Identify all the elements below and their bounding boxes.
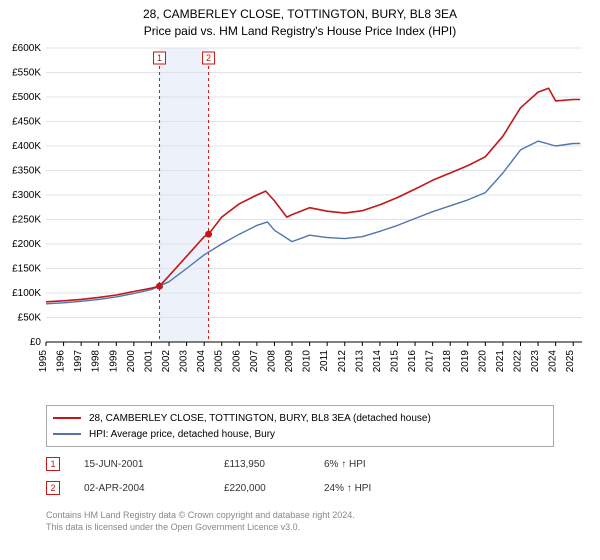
- svg-text:2009: 2009: [284, 350, 295, 373]
- sale-row-1: 2 02-APR-2004 £220,000 24% ↑ HPI: [46, 476, 444, 500]
- chart-canvas: £0 £50K £100K £150K £200K £250K £300K £350K £400…: [0, 42, 600, 392]
- svg-text:1997: 1997: [73, 350, 84, 373]
- svg-text:£200K: £200K: [12, 239, 41, 250]
- chart-title-block: 28, CAMBERLEY CLOSE, TOTTINGTON, BURY, B…: [0, 0, 600, 40]
- title-line-2: Price paid vs. HM Land Registry's House …: [0, 23, 600, 40]
- sale-date-0: 15-JUN-2001: [84, 459, 224, 470]
- svg-text:£150K: £150K: [12, 264, 41, 275]
- legend-swatch-0: [53, 417, 81, 419]
- legend-label-0: 28, CAMBERLEY CLOSE, TOTTINGTON, BURY, B…: [89, 413, 431, 424]
- svg-text:2006: 2006: [231, 350, 242, 373]
- sale-price-0: £113,950: [224, 459, 324, 470]
- svg-text:2013: 2013: [354, 350, 365, 373]
- svg-text:2016: 2016: [407, 350, 418, 373]
- legend-row-0: 28, CAMBERLEY CLOSE, TOTTINGTON, BURY, B…: [53, 410, 547, 426]
- svg-text:2001: 2001: [143, 350, 154, 373]
- legend-label-1: HPI: Average price, detached house, Bury: [89, 429, 275, 440]
- legend-swatch-1: [53, 433, 81, 435]
- svg-text:2004: 2004: [196, 350, 207, 373]
- svg-text:1: 1: [157, 53, 162, 63]
- footnote: Contains HM Land Registry data © Crown c…: [46, 510, 355, 533]
- svg-text:£0: £0: [30, 337, 42, 348]
- title-line-1: 28, CAMBERLEY CLOSE, TOTTINGTON, BURY, B…: [0, 6, 600, 23]
- svg-text:£500K: £500K: [12, 92, 41, 103]
- svg-text:2017: 2017: [425, 350, 436, 373]
- legend-row-1: HPI: Average price, detached house, Bury: [53, 426, 547, 442]
- sale-diff-1: 24% ↑ HPI: [324, 483, 444, 494]
- svg-text:2011: 2011: [319, 350, 330, 372]
- svg-text:£50K: £50K: [18, 313, 42, 324]
- svg-text:2025: 2025: [565, 350, 576, 373]
- svg-text:2000: 2000: [126, 350, 137, 373]
- sale-price-1: £220,000: [224, 483, 324, 494]
- footnote-line-1: Contains HM Land Registry data © Crown c…: [46, 510, 355, 522]
- svg-text:2015: 2015: [389, 350, 400, 373]
- svg-text:2003: 2003: [179, 350, 190, 373]
- chart-svg: £0 £50K £100K £150K £200K £250K £300K £350K £400…: [0, 42, 600, 392]
- svg-text:2018: 2018: [442, 350, 453, 373]
- svg-text:2023: 2023: [530, 350, 541, 373]
- svg-text:£600K: £600K: [12, 43, 41, 54]
- svg-text:2007: 2007: [249, 350, 260, 373]
- svg-text:£100K: £100K: [12, 288, 41, 299]
- svg-text:2008: 2008: [266, 350, 277, 373]
- sale-diff-0: 6% ↑ HPI: [324, 459, 444, 470]
- svg-text:2019: 2019: [460, 350, 471, 373]
- svg-text:£250K: £250K: [12, 215, 41, 226]
- svg-text:2021: 2021: [495, 350, 506, 373]
- footnote-line-2: This data is licensed under the Open Gov…: [46, 522, 355, 534]
- svg-text:2012: 2012: [337, 350, 348, 373]
- sale-marker-badge-0: 1: [46, 457, 60, 471]
- svg-text:2002: 2002: [161, 350, 172, 373]
- sales-table: 1 15-JUN-2001 £113,950 6% ↑ HPI 2 02-APR…: [46, 452, 444, 500]
- sale-date-1: 02-APR-2004: [84, 483, 224, 494]
- legend: 28, CAMBERLEY CLOSE, TOTTINGTON, BURY, B…: [46, 405, 554, 447]
- svg-text:£350K: £350K: [12, 166, 41, 177]
- svg-text:£400K: £400K: [12, 141, 41, 152]
- sale-marker-badge-1: 2: [46, 481, 60, 495]
- svg-text:£550K: £550K: [12, 68, 41, 79]
- svg-text:2024: 2024: [548, 350, 559, 373]
- svg-text:£300K: £300K: [12, 190, 41, 201]
- svg-text:2: 2: [206, 53, 211, 63]
- svg-text:2020: 2020: [477, 350, 488, 373]
- svg-text:1995: 1995: [38, 350, 49, 373]
- svg-text:2022: 2022: [512, 350, 523, 373]
- svg-text:1998: 1998: [91, 350, 102, 373]
- sale-row-0: 1 15-JUN-2001 £113,950 6% ↑ HPI: [46, 452, 444, 476]
- svg-text:1999: 1999: [108, 350, 119, 373]
- svg-text:2010: 2010: [302, 350, 313, 373]
- svg-text:2005: 2005: [214, 350, 225, 373]
- svg-text:1996: 1996: [56, 350, 67, 373]
- svg-text:£450K: £450K: [12, 117, 41, 128]
- svg-text:2014: 2014: [372, 350, 383, 373]
